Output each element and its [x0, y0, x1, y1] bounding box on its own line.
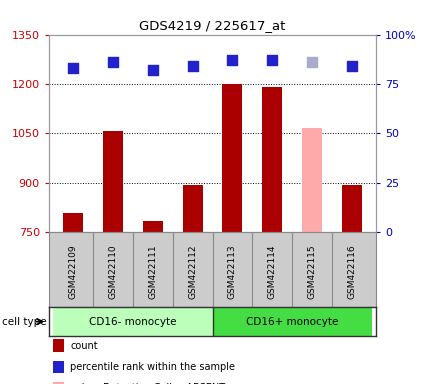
Point	[229, 57, 236, 63]
Text: count: count	[70, 341, 98, 351]
Bar	[103, 131, 123, 232]
Bar	[212, 307, 372, 336]
Bar	[222, 84, 242, 232]
Point	[109, 59, 116, 65]
Bar	[262, 87, 282, 232]
Point	[269, 57, 276, 63]
Text: cell type: cell type	[2, 316, 47, 327]
Text: value, Detection Call = ABSENT: value, Detection Call = ABSENT	[70, 383, 225, 384]
Text: GSM422114: GSM422114	[268, 244, 277, 298]
Text: GSM422115: GSM422115	[308, 244, 317, 299]
Bar	[53, 307, 212, 336]
Bar	[143, 221, 163, 232]
Point	[309, 59, 316, 65]
Text: GSM422110: GSM422110	[108, 244, 117, 299]
Text: GSM422111: GSM422111	[148, 244, 157, 299]
Text: GSM422113: GSM422113	[228, 244, 237, 299]
Text: CD16- monocyte: CD16- monocyte	[89, 316, 176, 327]
Point	[189, 63, 196, 69]
Title: GDS4219 / 225617_at: GDS4219 / 225617_at	[139, 19, 286, 32]
Text: GSM422116: GSM422116	[348, 244, 357, 299]
Text: percentile rank within the sample: percentile rank within the sample	[70, 362, 235, 372]
Bar	[342, 185, 362, 232]
Text: CD16+ monocyte: CD16+ monocyte	[246, 316, 338, 327]
Bar	[183, 185, 203, 232]
Bar	[63, 213, 83, 232]
Bar	[302, 129, 322, 232]
Point	[149, 67, 156, 73]
Point	[349, 63, 356, 69]
Text: GSM422112: GSM422112	[188, 244, 197, 298]
Text: GSM422109: GSM422109	[68, 244, 77, 299]
Point	[69, 65, 76, 71]
